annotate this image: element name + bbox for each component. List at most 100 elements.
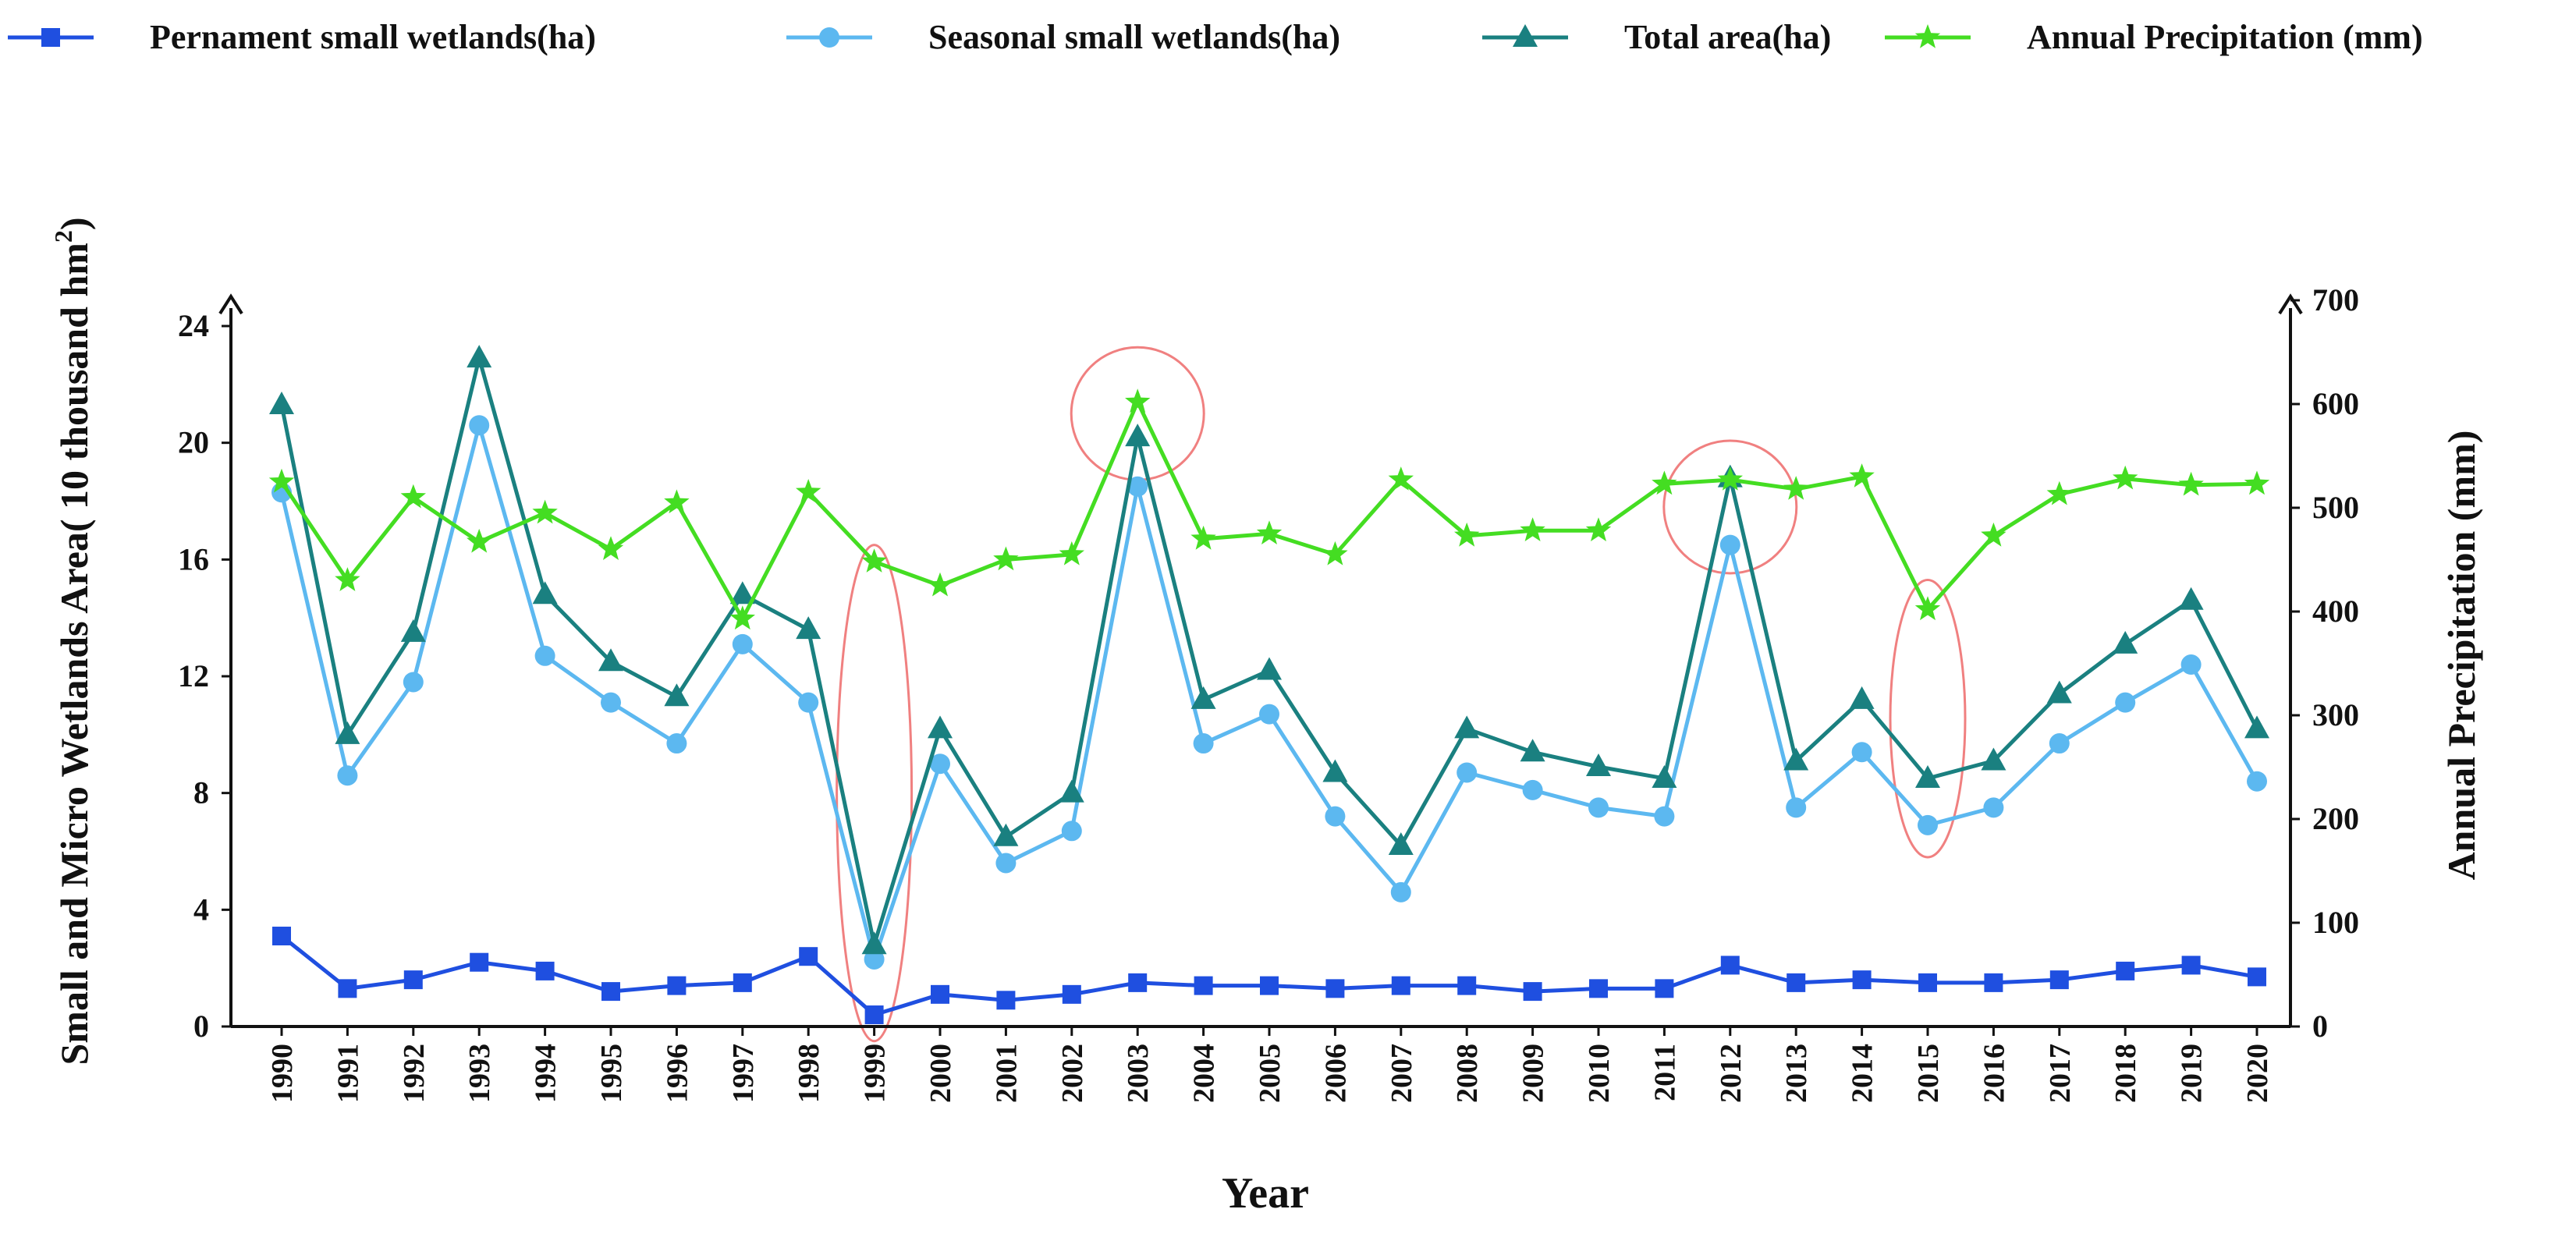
y-left-tick-label: 24: [178, 308, 209, 343]
y-axis-left-arrow: [218, 293, 243, 315]
y-right-tick-label: 500: [2312, 490, 2359, 525]
data-point: [1720, 956, 1740, 975]
x-tick-label: 1998: [793, 1044, 825, 1103]
data-point: [861, 931, 887, 955]
data-point: [996, 991, 1016, 1010]
data-point: [1918, 814, 1938, 835]
data-point: [930, 753, 950, 775]
data-point: [927, 572, 953, 597]
data-point: [796, 479, 821, 503]
data-point: [2049, 970, 2069, 990]
data-point: [864, 1005, 884, 1025]
data-point: [2116, 961, 2135, 980]
data-point: [799, 947, 818, 966]
y-left-tick-label: 16: [178, 541, 209, 576]
x-tick-label: 2012: [1715, 1044, 1747, 1103]
data-point: [2178, 471, 2204, 496]
data-point: [467, 345, 492, 368]
x-tick-label: 2010: [1583, 1044, 1616, 1103]
legend-item-3: Total area(ha): [1482, 18, 1831, 56]
x-tick-label: 1990: [266, 1044, 299, 1103]
x-tick-label: 1991: [332, 1044, 364, 1103]
data-point: [1520, 739, 1545, 762]
series-line: [279, 399, 2258, 621]
data-point: [1059, 541, 1084, 566]
y-left-tick-label: 12: [178, 658, 209, 693]
data-point: [667, 976, 687, 995]
x-tick-label: 2000: [924, 1044, 957, 1103]
data-point: [1849, 463, 1875, 488]
data-point: [928, 715, 953, 739]
data-point: [2115, 692, 2136, 713]
data-point: [1257, 657, 1282, 680]
x-tick-label: 2016: [1978, 1044, 2010, 1103]
legend-marker: [1914, 24, 1941, 48]
data-point: [1259, 704, 1279, 725]
x-tick-label: 2011: [1648, 1044, 1681, 1101]
x-tick-label: 2009: [1517, 1044, 1550, 1103]
data-point: [1059, 779, 1084, 803]
data-point: [1256, 520, 1283, 544]
data-point: [2113, 465, 2138, 490]
data-point: [269, 392, 294, 415]
data-point: [1520, 517, 1545, 541]
data-point: [993, 823, 1019, 846]
data-point: [1125, 388, 1151, 413]
labels-layer: 0 4 8 12 16 20 24 0 100 200 300 400 500 600 700 1990 199…: [49, 217, 2483, 1218]
data-point: [931, 984, 949, 1004]
data-point: [1654, 806, 1675, 827]
axes-layer: [218, 293, 2303, 1036]
data-point: [1190, 525, 1216, 550]
highlight-circle-2012: [1662, 439, 1798, 575]
x-tick-label: 2004: [1188, 1044, 1221, 1103]
data-point: [400, 484, 426, 509]
data-point: [2181, 956, 2201, 975]
series-line: [279, 423, 2259, 962]
data-point: [798, 692, 819, 713]
data-point: [1849, 686, 1875, 709]
x-tick-label: 2018: [2109, 1044, 2142, 1103]
data-point: [664, 489, 690, 514]
data-point: [1588, 797, 1609, 818]
data-point: [864, 948, 885, 970]
data-point: [733, 973, 752, 992]
data-point: [598, 536, 624, 560]
x-tick-label: 1995: [595, 1044, 628, 1103]
x-tick-label: 1997: [727, 1044, 760, 1103]
data-point: [335, 721, 360, 744]
x-tick-label: 2005: [1254, 1044, 1286, 1103]
y-axis-left-title-main: Small and Micro Wetlands Area( 10 thousa…: [52, 243, 96, 1065]
highlight-ellipse-1999: [836, 544, 914, 1043]
data-point: [1981, 747, 2007, 771]
data-point: [470, 952, 489, 972]
legend: Pernament small wetlands(ha) Seasonal sma…: [8, 18, 2423, 56]
data-point: [729, 605, 755, 630]
data-point: [1457, 976, 1477, 995]
y-right-tick-label: 200: [2312, 801, 2359, 836]
data-point: [1325, 979, 1345, 998]
data-point: [1061, 821, 1082, 842]
data-point: [2113, 630, 2138, 654]
y-right-tick-label: 100: [2312, 905, 2359, 940]
data-point: [1193, 733, 1214, 754]
y-right-tick-label: 700: [2312, 282, 2359, 317]
data-point: [1585, 517, 1612, 541]
data-point: [1454, 522, 1480, 547]
data-point: [400, 619, 426, 642]
y-left-tick-label: 20: [178, 425, 209, 460]
series-layer: [268, 345, 2270, 1025]
y-right-tick-label: 400: [2312, 594, 2359, 629]
data-point: [1322, 541, 1348, 566]
data-point: [1190, 686, 1216, 709]
data-point: [598, 648, 623, 672]
legend-label: Annual Precipitation (mm): [2027, 18, 2423, 56]
data-point: [1851, 742, 1872, 763]
data-point: [1391, 976, 1410, 995]
data-point: [403, 672, 424, 693]
data-point: [469, 415, 490, 436]
data-point: [796, 616, 821, 640]
data-point: [1652, 764, 1677, 788]
data-point: [1322, 759, 1348, 782]
data-point: [2248, 967, 2266, 987]
